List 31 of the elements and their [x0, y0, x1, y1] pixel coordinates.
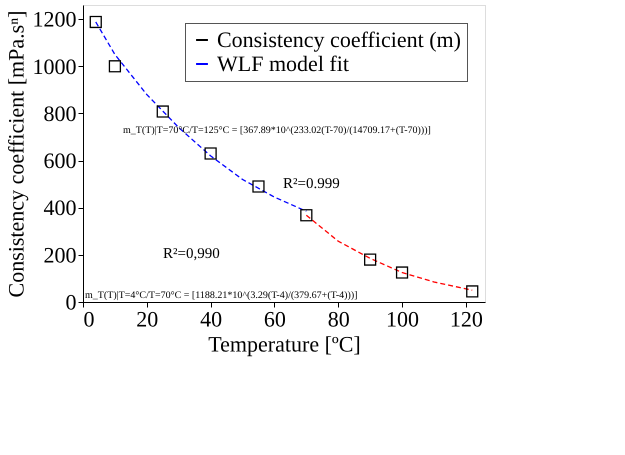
x-axis-title: Temperature [ºC]: [208, 332, 361, 356]
point: [252, 180, 265, 193]
y-tick-label: 400: [44, 195, 76, 220]
annotation: R²=0.999: [283, 176, 340, 192]
annotation: R²=0,990: [163, 246, 220, 262]
legend-label: WLF model fit: [217, 51, 349, 76]
y-tick-label: 1000: [32, 54, 76, 79]
legend-label: Consistency coefficient (m): [217, 27, 461, 52]
point: [90, 16, 102, 28]
x-tick-label: 100: [386, 306, 420, 332]
y-axis-title: Consistency coefficient [mPa.sⁿ]: [4, 10, 28, 298]
point: [300, 209, 312, 222]
y-tick-label: 800: [44, 100, 76, 126]
x-tick-label: 80: [328, 306, 350, 332]
annotation: m_T(T)|T=4°C/T=70°C = [1188.21*10^(3.29(T-4)/(379.67+(T-4)))]: [85, 290, 358, 301]
x-tick-label: 60: [264, 306, 286, 332]
y-tick-label: 600: [44, 148, 76, 174]
y-tick-label: 200: [44, 242, 76, 268]
x-tick-label: 20: [136, 306, 158, 332]
point: [204, 147, 217, 160]
point: [156, 105, 169, 118]
point: [396, 266, 408, 279]
annotation: m_T(T)|T=70°C/T=125°C = [367.89*10^(233.02(T-70)/(14709.17+(T-70)))]: [123, 125, 431, 136]
point: [466, 285, 478, 298]
x-tick-label: 0: [84, 306, 94, 332]
y-tick-label: 1200: [32, 6, 76, 32]
x-tick-label: 40: [200, 306, 222, 332]
x-tick-label: 120: [450, 306, 483, 332]
point: [108, 60, 122, 72]
y-tick-label: 0: [66, 290, 76, 314]
point: [364, 253, 376, 266]
